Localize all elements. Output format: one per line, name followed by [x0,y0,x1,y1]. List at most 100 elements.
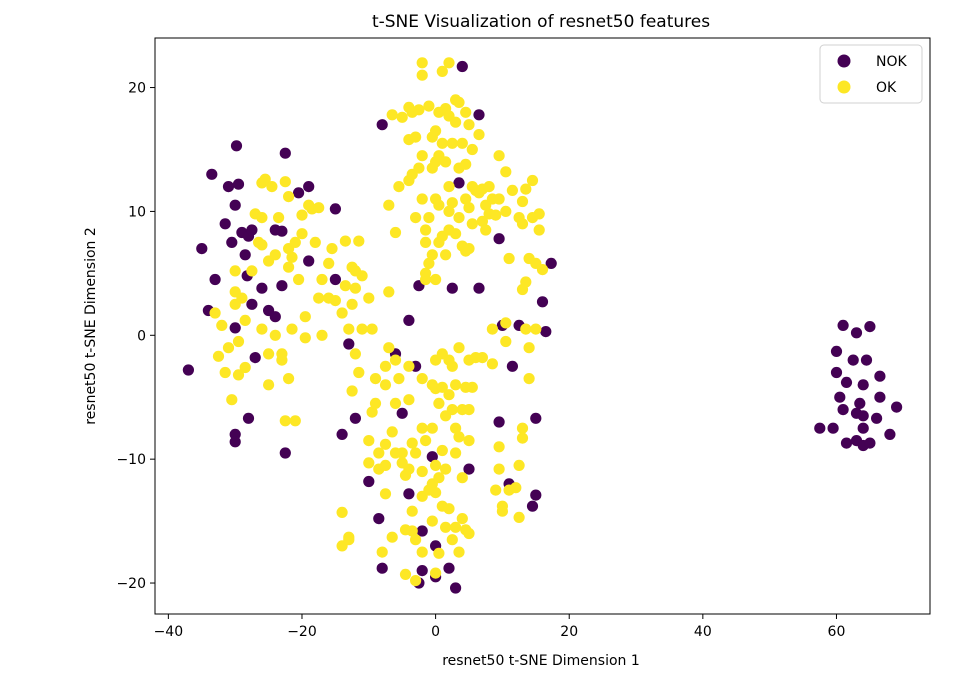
point-ok-206 [456,137,468,149]
point-ok-122 [410,534,422,546]
point-nok-92 [860,354,873,366]
point-ok-195 [450,228,462,240]
point-nok-77 [830,366,843,379]
point-ok-241 [486,358,498,370]
point-nok-68 [526,500,539,512]
point-nok-97 [874,391,886,403]
point-nok-56 [450,582,462,594]
point-ok-50 [313,292,325,304]
point-ok-270 [523,342,535,354]
point-ok-51 [316,273,328,286]
point-ok-76 [363,435,375,447]
point-nok-96 [874,370,886,382]
point-ok-97 [389,354,402,366]
point-ok-262 [516,218,529,230]
point-nok-69 [530,489,542,501]
point-ok-267 [520,276,532,288]
y-tick-label-0: −20 [116,576,146,592]
point-ok-75 [363,292,375,304]
point-nok-5 [219,218,231,230]
point-ok-253 [500,335,512,348]
point-nok-16 [246,298,258,310]
point-ok-276 [533,208,545,220]
point-ok-84 [376,546,388,558]
point-ok-81 [369,397,382,409]
point-ok-243 [490,484,502,496]
point-ok-12 [239,361,251,374]
point-ok-87 [379,438,392,450]
point-ok-26 [269,249,281,261]
point-ok-38 [286,323,298,335]
point-nok-72 [540,326,552,338]
point-ok-150 [426,515,438,527]
point-ok-46 [299,332,311,344]
point-ok-166 [433,547,445,559]
legend-label-nok: NOK [876,54,907,70]
point-ok-180 [443,57,455,69]
point-ok-40 [289,415,301,427]
point-nok-74 [814,422,826,434]
point-nok-95 [871,412,883,424]
point-ok-39 [289,236,301,248]
point-ok-60 [339,235,351,247]
point-ok-154 [430,273,442,286]
y-axis-label: resnet50 t-SNE Dimension 2 [83,227,99,425]
point-ok-223 [463,527,475,540]
point-nok-18 [242,412,255,424]
point-ok-129 [416,150,428,162]
legend: NOK OK [819,44,923,104]
point-nok-30 [293,187,305,199]
point-ok-66 [346,298,358,310]
x-axis-label: resnet50 t-SNE Dimension 1 [442,653,640,669]
point-nok-45 [403,314,415,326]
point-nok-78 [830,345,843,357]
point-ok-260 [513,511,525,523]
point-ok-25 [266,181,278,193]
point-ok-4 [222,342,235,354]
point-ok-48 [309,236,321,248]
point-ok-123 [410,575,422,587]
point-ok-259 [513,459,525,471]
point-ok-211 [460,106,472,118]
point-ok-34 [283,261,295,273]
point-ok-113 [403,463,415,475]
point-ok-32 [283,191,295,203]
point-ok-92 [383,342,395,354]
point-nok-61 [473,109,485,121]
point-ok-256 [506,184,518,196]
point-ok-120 [410,131,422,143]
point-ok-210 [456,513,468,525]
point-ok-71 [353,235,365,247]
point-ok-58 [336,506,348,518]
point-ok-20 [256,323,268,335]
point-nok-66 [506,360,518,372]
point-ok-131 [416,422,428,434]
point-ok-134 [416,546,428,558]
point-nok-34 [329,273,341,286]
point-nok-6 [222,181,235,193]
point-ok-167 [436,65,448,77]
point-nok-88 [857,410,869,422]
point-nok-20 [229,436,241,448]
point-ok-275 [530,323,542,335]
point-nok-49 [416,565,428,577]
point-nok-64 [493,416,505,428]
point-nok-75 [827,422,839,434]
y-tick-label-3: 10 [128,204,146,220]
point-nok-70 [530,412,542,424]
point-nok-58 [456,60,468,73]
point-ok-70 [349,348,361,360]
point-nok-15 [246,224,258,236]
point-ok-77 [363,457,375,469]
point-ok-234 [476,352,488,364]
x-tick-label-1: −20 [287,624,317,640]
point-ok-30 [276,354,288,366]
point-ok-61 [339,280,351,292]
point-ok-136 [420,236,432,248]
point-ok-37 [286,251,298,263]
point-ok-72 [353,366,365,379]
point-ok-10 [232,369,245,381]
point-nok-26 [276,280,288,292]
point-ok-106 [399,568,412,581]
point-nok-57 [453,177,465,189]
